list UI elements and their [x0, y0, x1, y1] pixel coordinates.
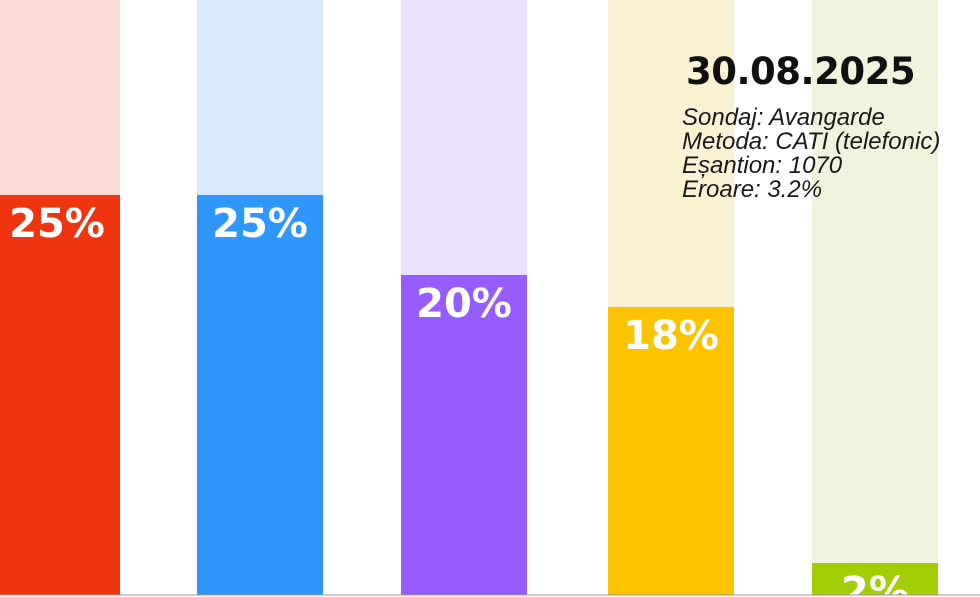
bar-value-label-2: 25%	[212, 201, 308, 247]
bar-5	[812, 563, 938, 595]
poll-sample-size: Eșantion: 1070	[682, 152, 843, 179]
poll-metadata: Sondaj: Avangarde Metoda: CATI (telefoni…	[682, 106, 980, 202]
bar-4	[608, 307, 734, 595]
bar-value-label-5: 2%	[841, 569, 909, 597]
poll-info-panel: 30.08.2025 Sondaj: Avangarde Metoda: CAT…	[682, 52, 980, 202]
bar-track-5	[812, 0, 938, 595]
bar-value-label-4: 18%	[623, 313, 719, 359]
bar-1	[0, 195, 120, 595]
bar-value-label-1: 25%	[9, 201, 105, 247]
bar-3	[401, 275, 527, 595]
poll-margin-of-error: Eroare: 3.2%	[682, 176, 823, 203]
poll-date: 30.08.2025	[686, 50, 916, 93]
poll-source: Sondaj: Avangarde	[682, 104, 885, 131]
bar-2	[197, 195, 323, 595]
bar-value-label-3: 20%	[416, 281, 512, 327]
poll-method: Metoda: CATI (telefonic)	[682, 128, 941, 155]
